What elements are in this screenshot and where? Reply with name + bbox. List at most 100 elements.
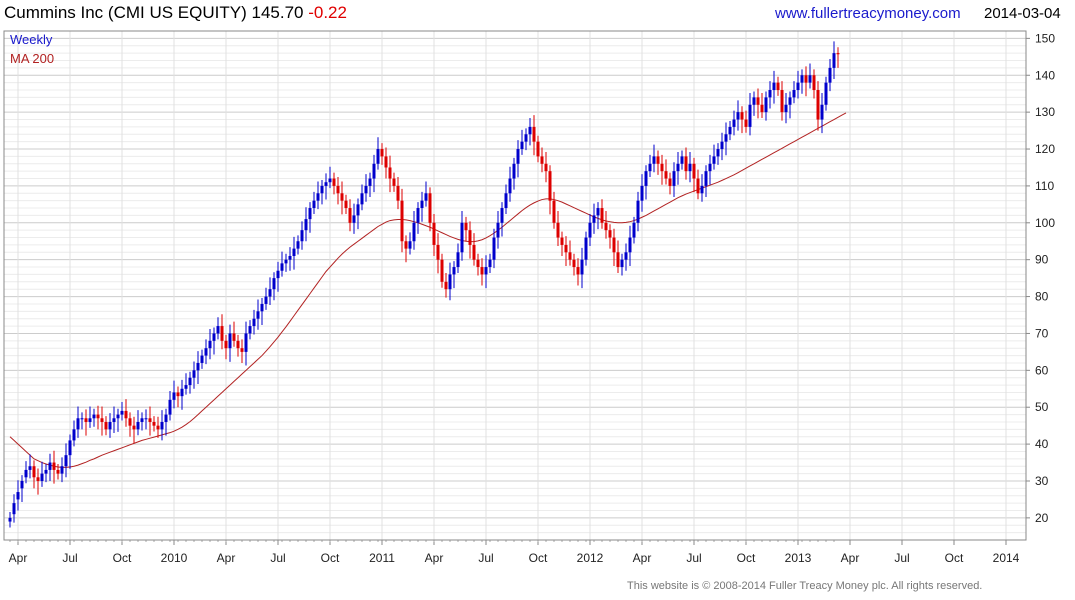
candle-body (520, 141, 524, 150)
candle-body (428, 193, 432, 223)
candle (372, 154, 376, 193)
candle-body (152, 421, 156, 426)
x-tick-label: Jul (270, 551, 285, 565)
website-link[interactable]: www.fullertreacymoney.com (775, 5, 961, 22)
candle-body (140, 418, 144, 422)
candle-body (12, 503, 16, 515)
candle (600, 199, 604, 229)
candle-body (164, 414, 168, 422)
candle (800, 69, 804, 94)
candle-body (636, 200, 640, 223)
y-tick-label: 40 (1035, 437, 1049, 451)
candle-body (396, 185, 400, 201)
candle-body (624, 252, 628, 260)
candle-body (716, 149, 720, 157)
candle-body (24, 469, 28, 478)
y-tick-label: 50 (1035, 400, 1049, 414)
candle (584, 231, 588, 266)
candle-body (576, 267, 580, 275)
candle-body (464, 222, 468, 231)
candle (72, 420, 76, 447)
candle (40, 461, 44, 487)
x-tick-label: Jul (894, 551, 909, 565)
candle (424, 181, 428, 207)
candle-body (600, 208, 604, 223)
candle-body (72, 429, 76, 441)
candle (784, 92, 788, 124)
candle (284, 253, 288, 272)
candle (448, 262, 452, 301)
candle-body (548, 171, 552, 201)
candle-body (776, 82, 780, 91)
candle-body (552, 200, 556, 223)
candle-body (168, 399, 172, 415)
x-tick-label: 2011 (369, 551, 395, 565)
x-tick-label: Oct (321, 551, 340, 565)
candle (564, 236, 568, 266)
candle (104, 416, 108, 436)
candle-body (272, 278, 276, 290)
candle (668, 172, 672, 195)
candle (444, 272, 448, 298)
candle-body (524, 134, 528, 142)
candle-body (560, 237, 564, 245)
candle-body (420, 200, 424, 209)
candle-body (536, 141, 540, 157)
candle (92, 408, 96, 427)
candle-body (36, 477, 40, 481)
candle (748, 92, 752, 136)
candle-body (56, 469, 60, 474)
candle (44, 464, 48, 483)
candle-body (748, 104, 752, 127)
candle (68, 434, 72, 469)
y-tick-label: 120 (1035, 142, 1055, 156)
candle-body (92, 414, 96, 419)
candle-body (20, 480, 24, 489)
x-tick-label: Oct (113, 551, 132, 565)
candle (608, 224, 612, 249)
candle-body (76, 418, 80, 430)
candle-body (244, 333, 248, 352)
candle (468, 221, 472, 259)
x-tick-label: 2013 (785, 551, 812, 565)
candle-body (332, 178, 336, 186)
candle (60, 457, 64, 483)
candle-body (100, 418, 104, 422)
y-axis: 20 30 40 50 60 70 80 90 100 110 120 130 140 150 (1026, 31, 1055, 525)
candle-body (708, 163, 712, 172)
candle (376, 137, 380, 170)
candle-body (380, 149, 384, 157)
candle-body (228, 333, 232, 349)
candle (720, 132, 724, 161)
y-tick-label: 30 (1035, 474, 1049, 488)
candle-body (728, 126, 732, 135)
candle (292, 236, 296, 270)
candle-body (760, 104, 764, 113)
candle-body (412, 222, 416, 242)
candle (316, 181, 320, 210)
candle (76, 406, 80, 438)
candle-body (632, 222, 636, 238)
candle (240, 339, 244, 363)
candle (716, 143, 720, 165)
candle (500, 202, 504, 237)
plot-frame (3, 30, 1027, 541)
candle-body (800, 75, 804, 83)
candle-body (740, 112, 744, 120)
candle-body (684, 156, 688, 172)
candle (688, 151, 692, 183)
candle-body (768, 90, 772, 98)
x-tick-label: Apr (841, 551, 860, 565)
candle (100, 406, 104, 436)
candle (296, 235, 300, 255)
candle-body (264, 296, 268, 304)
candle-body (232, 333, 236, 341)
candle-body (16, 492, 20, 500)
x-tick-label: 2014 (993, 551, 1020, 565)
candle-body (676, 163, 680, 172)
candle (596, 202, 600, 230)
candle-body (364, 185, 368, 194)
chart-title: Cummins Inc (CMI US EQUITY) 145.70 -0.22 (4, 3, 347, 23)
candle (348, 199, 352, 232)
candle (532, 115, 536, 156)
